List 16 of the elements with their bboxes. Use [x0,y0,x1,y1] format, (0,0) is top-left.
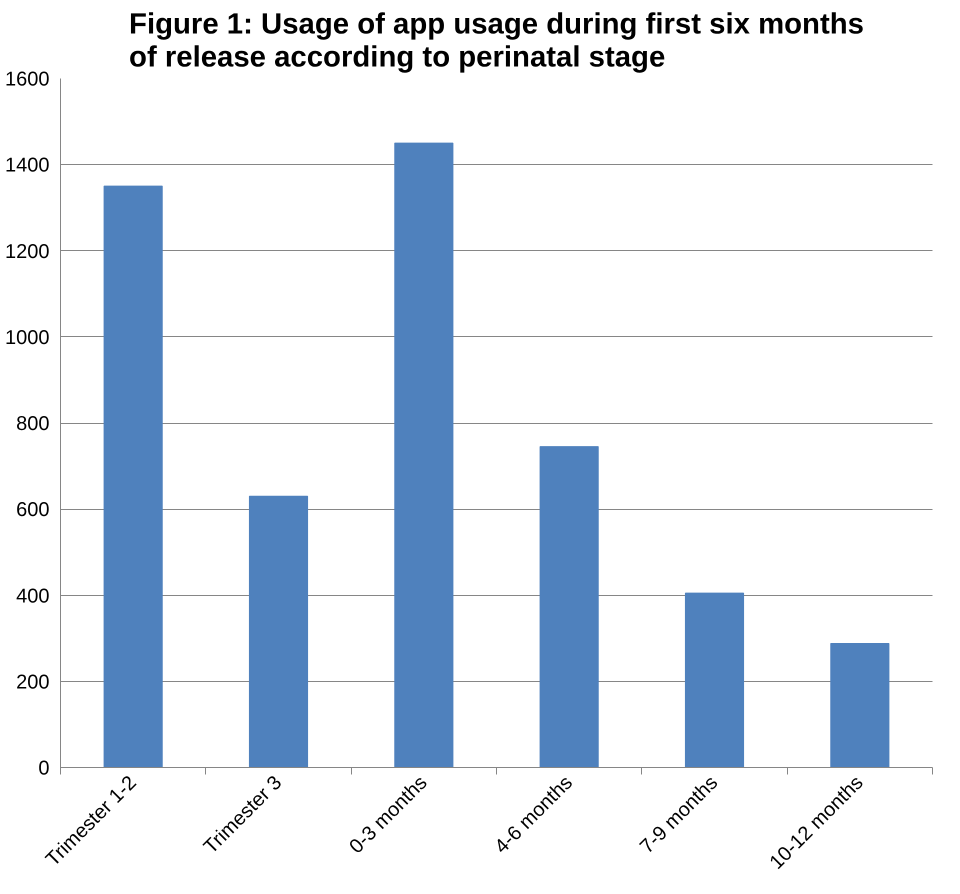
y-tick-label: 1400 [5,154,50,177]
y-tick-label: 1200 [5,240,50,263]
bar [684,592,744,768]
y-tick-label: 200 [16,671,50,694]
bar [830,642,890,768]
y-tick-label: 800 [16,413,50,435]
bar [104,186,163,768]
y-tick-label: 1000 [5,326,50,349]
bar [394,142,454,768]
y-tick-label: 600 [16,499,50,522]
y-tick-label: 400 [16,585,50,608]
chart-title: Figure 1: Usage of app usage during first six months of release according to perinatal stage [129,8,864,74]
y-tick-label: 0 [38,758,50,780]
y-tick-label: 1600 [5,68,50,90]
bar [248,496,308,768]
bar [540,446,599,768]
